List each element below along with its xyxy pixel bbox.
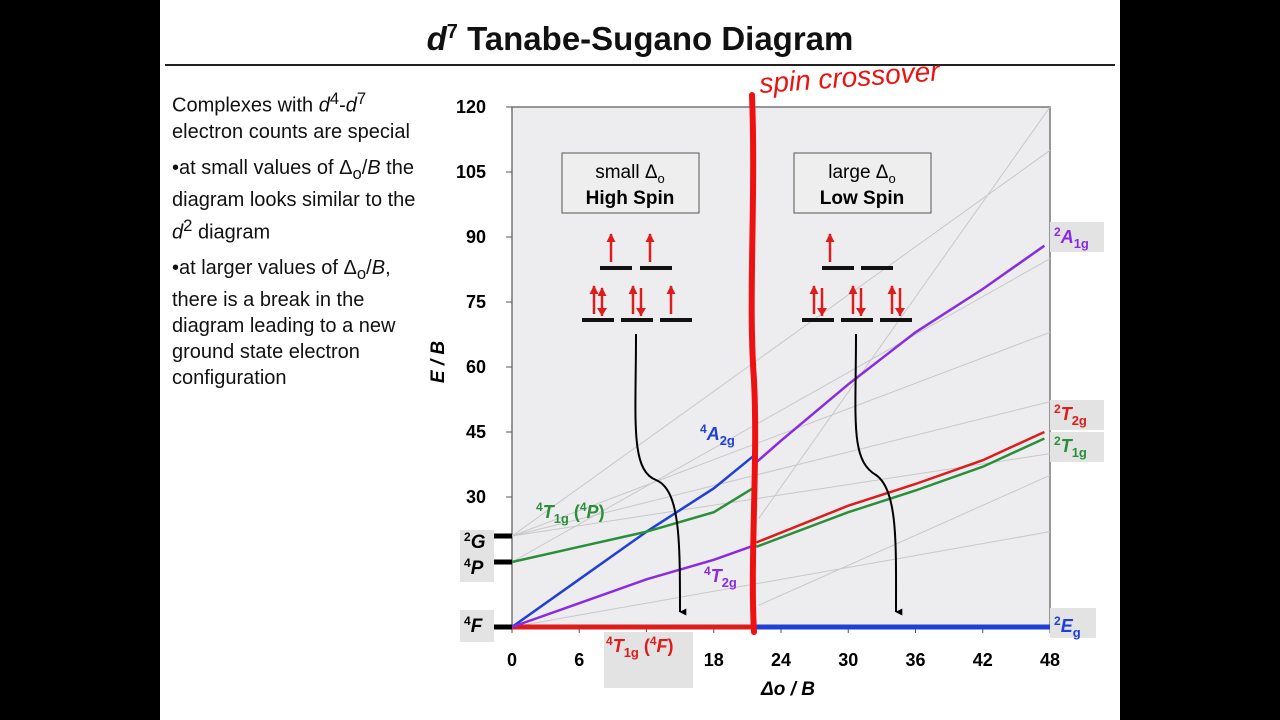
term-label: 4T1g (4P) (536, 500, 605, 526)
low-spin-pointer-arrow (854, 333, 903, 616)
term-labels: 4A2g 4T1g (4P) 4T2g 4T1g (4F) 2A1g 2T2g 2T1g 2E… (536, 222, 1104, 660)
series-2T1g (755, 437, 1045, 548)
tanabe-sugano-chart: 0 6 18 24 30 36 42 48 30 45 60 75 90 105 120 4A2g 4T1g… (428, 55, 1104, 700)
slide-title: d7 Tanabe-Sugano Diagram (426, 20, 854, 57)
low-spin-line1: large Δ (828, 162, 889, 183)
high-spin-box: small Δo High Spin (561, 152, 700, 214)
high-spin-line1: small Δ (595, 162, 658, 183)
paragraph-3: •at larger values of Δo/B, there is a br… (172, 257, 396, 390)
y-tick-label: 120 (456, 97, 486, 117)
low-spin-line2: Low Spin (820, 188, 904, 209)
y-ticks: 30 45 60 75 90 105 120 (456, 97, 512, 507)
down-arrowheads (597, 308, 905, 316)
background-line (758, 106, 1051, 519)
x-tick-label: 24 (771, 650, 791, 670)
background-line (511, 331, 1051, 537)
series-group (511, 244, 1050, 630)
x-tick-label: 48 (1040, 650, 1060, 670)
term-label-bg (1050, 432, 1104, 462)
y-tick-label: 60 (466, 357, 486, 377)
paragraph-2: •at small values of Δo/B the diagram loo… (172, 156, 416, 244)
term-label: 4A2g (700, 422, 735, 448)
high-spin-line2: High Spin (586, 188, 675, 209)
x-axis-title: Δo / B (760, 679, 815, 700)
free-ion-term: 4F (464, 614, 484, 637)
low-spin-box: large Δo Low Spin (793, 152, 932, 214)
explanation-text: Complexes with d4-d7 electron counts are… (172, 86, 422, 401)
series-4T1g_P (511, 485, 757, 564)
term-label-bg (1050, 222, 1104, 252)
label-bg-4T1gF (604, 632, 693, 688)
background-line (758, 474, 1051, 606)
free-ion-bg (460, 530, 494, 582)
free-ion-terms: 2G 4P 4F (460, 530, 512, 642)
x-tick-label: 0 (507, 650, 517, 670)
high-spin-pointer-arrow (634, 333, 687, 616)
x-tick-label: 18 (704, 650, 724, 670)
x-tick-label: 36 (905, 650, 925, 670)
high-spin-electron-diagram (582, 266, 692, 322)
series-4T2g (511, 543, 757, 629)
term-label: 2Eg (1054, 614, 1081, 640)
svg-text:large Δo: large Δo (828, 162, 895, 186)
background-line (511, 531, 1051, 628)
high-spin-electron-arrows (589, 233, 676, 316)
term-label-bg (1050, 608, 1096, 638)
paragraph-1: Complexes with d4-d7 electron counts are… (172, 89, 410, 143)
y-tick-label: 90 (466, 227, 486, 247)
svg-text:small Δo: small Δo (595, 162, 665, 186)
y-tick-label: 105 (456, 162, 486, 182)
low-spin-electron-diagram (802, 266, 912, 322)
background-line (511, 149, 1051, 537)
term-label: 2T1g (1054, 434, 1087, 460)
x-tick-label: 42 (973, 650, 993, 670)
background-line (511, 401, 1051, 537)
slide: d7 Tanabe-Sugano Diagram Complexes with … (160, 0, 1120, 720)
free-ion-term: 4P (464, 556, 484, 579)
free-ion-term: 2G (464, 530, 486, 553)
term-label: 2T2g (1054, 402, 1087, 428)
title-rule (165, 64, 1115, 66)
free-ion-bg (460, 610, 494, 642)
y-tick-label: 45 (466, 422, 486, 442)
y-axis-title: E / B (428, 341, 449, 384)
term-label: 4T1g (4F) (606, 634, 674, 660)
term-label: 2A1g (1054, 225, 1089, 251)
spin-crossover-marker (748, 92, 759, 635)
x-tick-label: 30 (838, 650, 858, 670)
term-label-bg (1050, 400, 1104, 430)
series-2A1g (755, 244, 1046, 464)
x-ticks: 0 6 18 24 30 36 42 48 (507, 627, 1060, 670)
x-tick-label: 6 (574, 650, 584, 670)
series-2T2g (755, 430, 1045, 544)
y-tick-label: 75 (466, 292, 486, 312)
background-lines (511, 106, 1051, 628)
term-label: 4T2g (704, 564, 737, 590)
spin-crossover-annotation: spin crossover (758, 55, 942, 99)
y-tick-label: 30 (466, 487, 486, 507)
background-line (511, 258, 1051, 563)
